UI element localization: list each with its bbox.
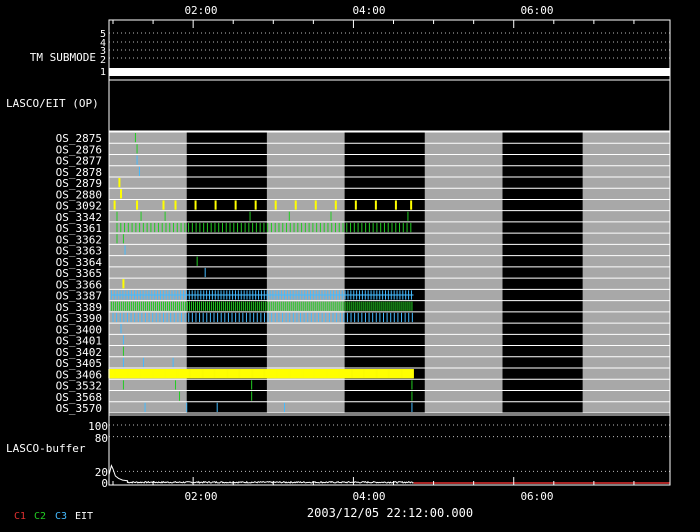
submode-panel: TM SUBMODE 5 4 3 2 1 (30, 29, 670, 78)
bottom-tick-label-0600: 06:00 (520, 490, 553, 503)
os-row-label-os-3405: OS_3405 (56, 357, 102, 370)
os-row-label-os-3402: OS_3402 (56, 346, 102, 359)
submode-tick-4: 4 (100, 38, 106, 49)
legend-c1: C1 (14, 511, 26, 522)
lasco-eit-op-label: LASCO/EIT (OP) (6, 97, 99, 110)
os-row-label-os-3363: OS_3363 (56, 245, 102, 258)
top-tick-label-0400: 04:00 (352, 4, 385, 17)
os-row-label-os-3364: OS_3364 (56, 256, 103, 269)
time-axis-labels: 02:00 04:00 06:00 02:00 04:00 06:00 (184, 4, 553, 503)
outer-frame (108, 19, 671, 486)
os-row-label-os-3570: OS_3570 (56, 402, 102, 415)
buffer-data-line (108, 464, 414, 484)
bottom-tick-label-0200: 02:00 (184, 490, 217, 503)
os-row-label-os-3361: OS_3361 (56, 222, 102, 235)
buffer-label: LASCO-buffer (6, 442, 86, 455)
submode-label: TM SUBMODE (30, 51, 96, 64)
os-row-label-os-2877: OS_2877 (56, 155, 102, 168)
os-row-label-os-2875: OS_2875 (56, 132, 102, 145)
os-row-label-os-3390: OS_3390 (56, 312, 102, 325)
os-row-label-os-3365: OS_3365 (56, 267, 102, 280)
os-row-label-os-2878: OS_2878 (56, 166, 102, 179)
lasco-buffer-panel: LASCO-buffer 100 80 20 0 (6, 420, 670, 490)
os-row-label-os-2876: OS_2876 (56, 143, 102, 156)
os-row-label-os-3389: OS_3389 (56, 301, 102, 314)
os-program-panel: OS_2875OS_2876OS_2877OS_2878OS_2879OS_28… (56, 131, 670, 415)
top-tick-label-0600: 06:00 (520, 4, 553, 17)
bottom-tick-label-0400: 04:00 (352, 490, 385, 503)
top-tick-label-0200: 02:00 (184, 4, 217, 17)
os-row-label-os-3092: OS_3092 (56, 200, 102, 213)
os-row-label-os-3401: OS_3401 (56, 335, 102, 348)
os-row-label-os-3400: OS_3400 (56, 323, 102, 336)
legend-c3: C3 (55, 511, 67, 522)
os-row-label-os-3366: OS_3366 (56, 278, 102, 291)
submode-tick-1: 1 (100, 67, 106, 78)
os-row-label-os-2879: OS_2879 (56, 177, 102, 190)
orbit-band-2 (266, 132, 345, 413)
os-row-label-os-3387: OS_3387 (56, 290, 102, 303)
camera-legend: C1 C2 C3 EIT (14, 511, 93, 522)
buffer-tick-100: 100 (88, 420, 108, 433)
submode-tick-5: 5 (100, 29, 106, 40)
submode-tick-2: 2 (100, 55, 106, 66)
legend-c2: C2 (34, 511, 46, 522)
buffer-tick-0: 0 (101, 477, 108, 490)
orbit-band-3 (424, 132, 503, 413)
os-row-label-os-3568: OS_3568 (56, 391, 102, 404)
orbit-band-1 (109, 132, 187, 413)
submode-tick-3: 3 (100, 46, 106, 57)
os-row-label-os-3342: OS_3342 (56, 211, 102, 224)
orbit-band-4 (582, 132, 670, 413)
lasco-eit-op-panel: LASCO/EIT (OP) (6, 97, 99, 110)
os-row-label-os-2880: OS_2880 (56, 188, 102, 201)
date-label: 2003/12/05 22:12:00.000 (307, 506, 473, 520)
submode-level-1-bar (109, 68, 670, 76)
buffer-tick-20: 20 (95, 466, 108, 479)
os-row-label-os-3532: OS_3532 (56, 380, 102, 393)
legend-eit: EIT (75, 511, 93, 522)
buffer-tick-80: 80 (95, 432, 108, 445)
os-row-label-os-3406: OS_3406 (56, 368, 102, 381)
os-row-label-os-3362: OS_3362 (56, 233, 102, 246)
